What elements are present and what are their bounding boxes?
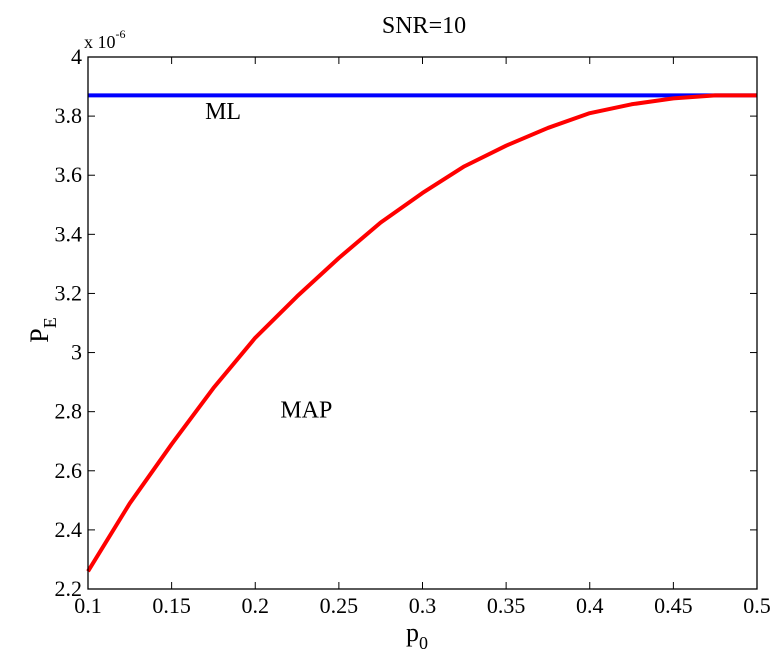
x-tick-label: 0.25 (320, 593, 359, 618)
annotation-ml: ML (205, 99, 241, 125)
x-tick-label: 0.5 (743, 593, 771, 618)
x-axis-label: p0 (406, 618, 428, 653)
x-tick-label: 0.45 (654, 593, 693, 618)
y-tick-label: 3.6 (55, 162, 83, 187)
y-multiplier-base: x 10 (84, 32, 116, 52)
y-tick-label: 4 (71, 44, 82, 69)
y-tick-label: 2.4 (55, 517, 83, 542)
y-axis-label-sub: E (40, 317, 60, 328)
y-axis-label: PE (25, 317, 60, 342)
y-tick-label: 2.8 (55, 399, 83, 424)
x-axis-label-main: p (406, 618, 419, 647)
chart-title: SNR=10 (382, 13, 466, 39)
y-tick-label: 3.2 (55, 280, 83, 305)
x-axis-label-sub: 0 (419, 633, 428, 653)
y-tick-label: 3.4 (55, 221, 83, 246)
y-multiplier-exponent: -6 (116, 27, 126, 41)
y-axis: 2.2 2.4 2.6 2.8 3 3.2 3.4 3.6 3.8 4 (55, 44, 757, 601)
series-line-map (86, 93, 757, 573)
y-tick-label: 3 (71, 340, 82, 365)
x-tick-label: 0.15 (152, 593, 191, 618)
y-multiplier-label: x 10-6 (84, 27, 126, 52)
x-tick-label: 0.35 (487, 593, 526, 618)
y-tick-label: 2.2 (55, 576, 83, 601)
y-tick-label: 2.6 (55, 458, 83, 483)
x-tick-label: 0.3 (409, 593, 437, 618)
y-tick-label: 3.8 (55, 103, 83, 128)
x-tick-label: 0.4 (576, 593, 604, 618)
annotation-map: MAP (280, 398, 332, 424)
series-layer (86, 93, 757, 573)
annotations: ML MAP (205, 99, 332, 424)
y-axis-label-group: PE (25, 317, 60, 342)
y-axis-label-main: P (25, 328, 54, 342)
x-tick-label: 0.1 (74, 593, 102, 618)
x-tick-label: 0.2 (242, 593, 270, 618)
x-axis: 0.1 0.15 0.2 0.25 0.3 0.35 0.4 0.45 0.5 (74, 57, 771, 618)
